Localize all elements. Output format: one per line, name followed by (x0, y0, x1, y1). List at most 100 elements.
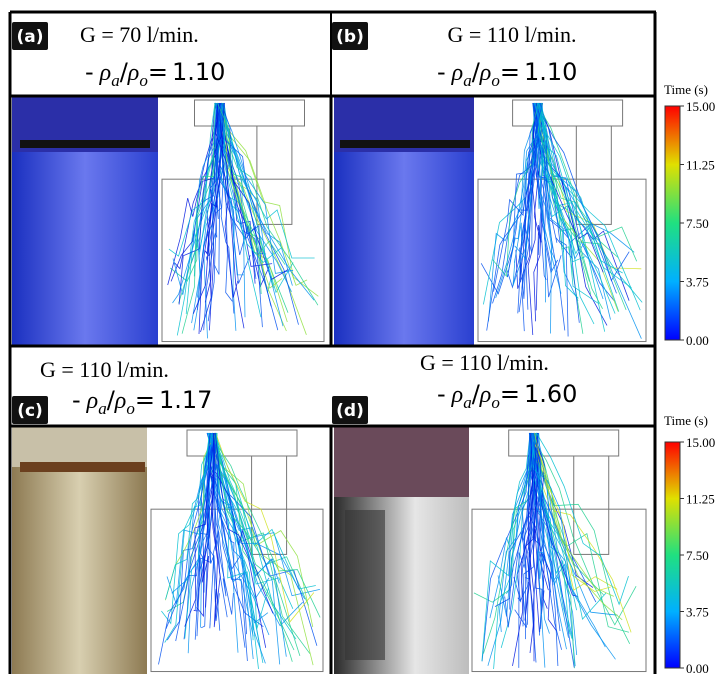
ratio-prefix: - (72, 386, 81, 414)
streamline (533, 432, 579, 597)
streamline (201, 432, 215, 608)
inlet (508, 429, 620, 457)
tank (471, 508, 647, 673)
streamline (536, 102, 586, 263)
streamline (531, 432, 606, 648)
streamline (192, 102, 219, 314)
panel-label-box (332, 22, 368, 50)
colorbar-tick-label: 15.00 (686, 99, 715, 114)
streamline (506, 102, 536, 289)
streamline (486, 102, 542, 331)
ratio-value: 1.60 (524, 380, 577, 408)
colorbar-title: Time (s) (664, 413, 708, 428)
streamline (215, 432, 315, 623)
streamline (517, 102, 539, 314)
density-ratio: - ρa/ρo= 1.17 (72, 386, 212, 418)
inlet (194, 99, 305, 127)
streamline (492, 102, 539, 278)
colorbar-tick-label: 0.00 (686, 333, 709, 348)
panel-label-box (12, 22, 48, 50)
streamline (203, 102, 221, 331)
ratio-denominator: ρ (479, 60, 492, 86)
streamline (221, 102, 245, 329)
colorbar-tick-label: 3.75 (686, 275, 709, 290)
ratio-numerator: ρ (451, 60, 464, 86)
ratio-separator: / (472, 58, 481, 86)
inlet (512, 99, 624, 127)
colorbar (664, 105, 681, 341)
streamline (215, 432, 269, 629)
outlet (256, 125, 293, 225)
streamline (483, 432, 535, 654)
streamline (216, 102, 286, 265)
streamline (512, 432, 533, 666)
streamline (540, 102, 615, 302)
ratio-numerator-sub: a (463, 71, 472, 90)
streamline (481, 432, 531, 662)
streamline (212, 432, 246, 648)
streamline (534, 432, 614, 597)
streamline (200, 432, 217, 593)
streamline (217, 102, 244, 276)
flow-rate: G = 70 l/min. (80, 22, 199, 47)
colorbar-title: Time (s) (664, 82, 708, 97)
panel-label-box (332, 396, 368, 424)
streamline (161, 432, 217, 625)
streamline (538, 102, 606, 332)
streamline (488, 102, 541, 322)
streamline (222, 102, 319, 306)
ratio-numerator: ρ (86, 388, 99, 414)
panel-label: (b) (336, 27, 364, 47)
colorbar-tick-label: 3.75 (686, 605, 709, 620)
panel-label: (d) (336, 401, 364, 421)
colorbar-tick-label: 0.00 (686, 661, 709, 674)
panel-label: (c) (17, 401, 43, 421)
streamline (165, 432, 210, 600)
streamline (222, 102, 282, 263)
panel-label: (a) (16, 27, 43, 47)
streamline (196, 432, 217, 637)
streamline (527, 432, 537, 662)
flow-rate: G = 110 l/min. (420, 350, 549, 375)
ratio-numerator-sub: a (98, 399, 107, 418)
streamline (518, 102, 543, 313)
streamline-box (470, 428, 652, 674)
panel-label-box (12, 396, 48, 424)
ratio-numerator: ρ (451, 382, 464, 408)
streamline (494, 432, 531, 607)
streamline (219, 102, 284, 327)
streamline (534, 102, 642, 339)
ratio-equals: = (500, 58, 520, 86)
streamline (536, 432, 629, 606)
streamline (214, 432, 267, 648)
ratio-value: 1.10 (524, 58, 577, 86)
streamline (198, 102, 222, 335)
colorbar-tick-label: 11.25 (686, 492, 715, 507)
ratio-prefix: - (437, 58, 446, 86)
ratio-numerator-sub: a (463, 393, 472, 412)
ratio-prefix: - (437, 380, 446, 408)
streamline (534, 102, 599, 304)
streamline (181, 102, 216, 334)
streamline (211, 432, 314, 628)
streamline (535, 432, 632, 633)
photos (12, 97, 474, 674)
density-ratio: - ρa/ρo= 1.10 (437, 58, 577, 90)
colorbar-tick-label: 7.50 (686, 216, 709, 231)
ratio-equals: = (148, 58, 168, 86)
colorbar-tick-label: 7.50 (686, 548, 709, 563)
streamline (529, 432, 611, 592)
streamline (187, 432, 217, 654)
streamline (528, 432, 637, 626)
ratio-denominator-sub: o (139, 71, 148, 90)
streamline (530, 432, 562, 650)
flow-rate: G = 110 l/min. (448, 22, 577, 47)
ratio-equals: = (135, 386, 155, 414)
frame (8, 10, 657, 674)
ratio-denominator-sub: o (491, 71, 500, 90)
ratio-numerator: ρ (99, 60, 112, 86)
streamline (214, 432, 309, 606)
ratio-separator: / (107, 386, 116, 414)
colorbar-tick-label: 11.25 (686, 158, 715, 173)
